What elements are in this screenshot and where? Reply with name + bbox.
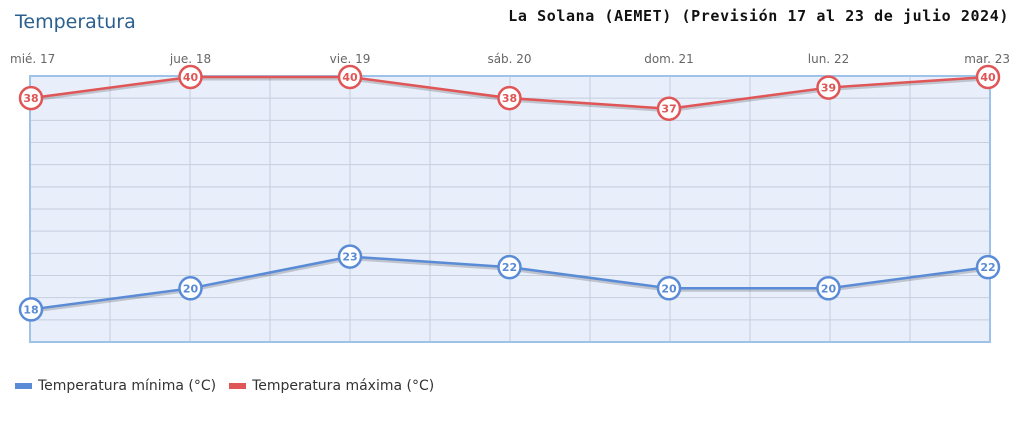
legend-label-min: Temperatura mínima (°C) bbox=[38, 378, 217, 394]
data-point-max bbox=[975, 64, 1001, 90]
data-point-min bbox=[816, 276, 841, 301]
legend-swatch-min bbox=[15, 383, 32, 389]
data-label-max: 38 bbox=[23, 92, 38, 105]
data-label-max: 37 bbox=[661, 103, 676, 116]
chart-heading: Temperatura bbox=[15, 11, 136, 33]
chart-title: La Solana (AEMET) (Previsión 17 al 23 de… bbox=[508, 7, 1009, 25]
data-point-max bbox=[337, 64, 363, 90]
data-point-min bbox=[178, 276, 203, 301]
data-label-max: 38 bbox=[502, 92, 517, 105]
legend-item-max[interactable]: Temperatura máxima (°C) bbox=[229, 378, 434, 394]
x-tick-label: lun. 22 bbox=[808, 52, 849, 66]
data-label-max: 40 bbox=[342, 71, 358, 84]
legend-item-min[interactable]: Temperatura mínima (°C) bbox=[15, 378, 216, 394]
data-point-min bbox=[975, 254, 1001, 280]
data-label-min: 20 bbox=[183, 282, 199, 295]
data-point-min bbox=[497, 254, 522, 280]
data-point-min bbox=[337, 244, 363, 269]
plot-border bbox=[29, 75, 991, 343]
data-point-max bbox=[816, 75, 841, 100]
data-label-min: 20 bbox=[661, 282, 677, 295]
data-point-min bbox=[18, 297, 44, 322]
x-tick-label: mié. 17 bbox=[10, 52, 55, 66]
data-label-min: 22 bbox=[502, 261, 517, 274]
legend: Temperatura mínima (°C) Temperatura máxi… bbox=[15, 378, 447, 394]
data-label-max: 40 bbox=[980, 71, 996, 84]
x-tick-label: sáb. 20 bbox=[487, 52, 531, 66]
x-tick-label: mar. 23 bbox=[964, 52, 1010, 66]
data-point-max bbox=[18, 85, 44, 111]
data-point-max bbox=[178, 64, 203, 90]
legend-swatch-max bbox=[229, 383, 247, 389]
x-tick-label: dom. 21 bbox=[644, 52, 694, 66]
data-point-max bbox=[656, 96, 682, 121]
x-tick-label: vie. 19 bbox=[330, 52, 371, 66]
x-tick-label: jue. 18 bbox=[169, 52, 211, 66]
data-label-max: 39 bbox=[821, 82, 836, 95]
data-label-min: 22 bbox=[980, 261, 995, 274]
data-point-max bbox=[497, 85, 522, 111]
temperature-line-chart: mié. 17 jue. 18 vie. 19 sáb. 20 dom. 21 lun. … bbox=[10, 52, 1010, 343]
data-label-max: 40 bbox=[183, 71, 199, 84]
data-label-min: 18 bbox=[23, 303, 38, 316]
data-point-min bbox=[656, 276, 682, 301]
data-label-min: 20 bbox=[821, 282, 837, 295]
legend-label-max: Temperatura máxima (°C) bbox=[252, 378, 435, 394]
data-label-min: 23 bbox=[342, 251, 357, 264]
